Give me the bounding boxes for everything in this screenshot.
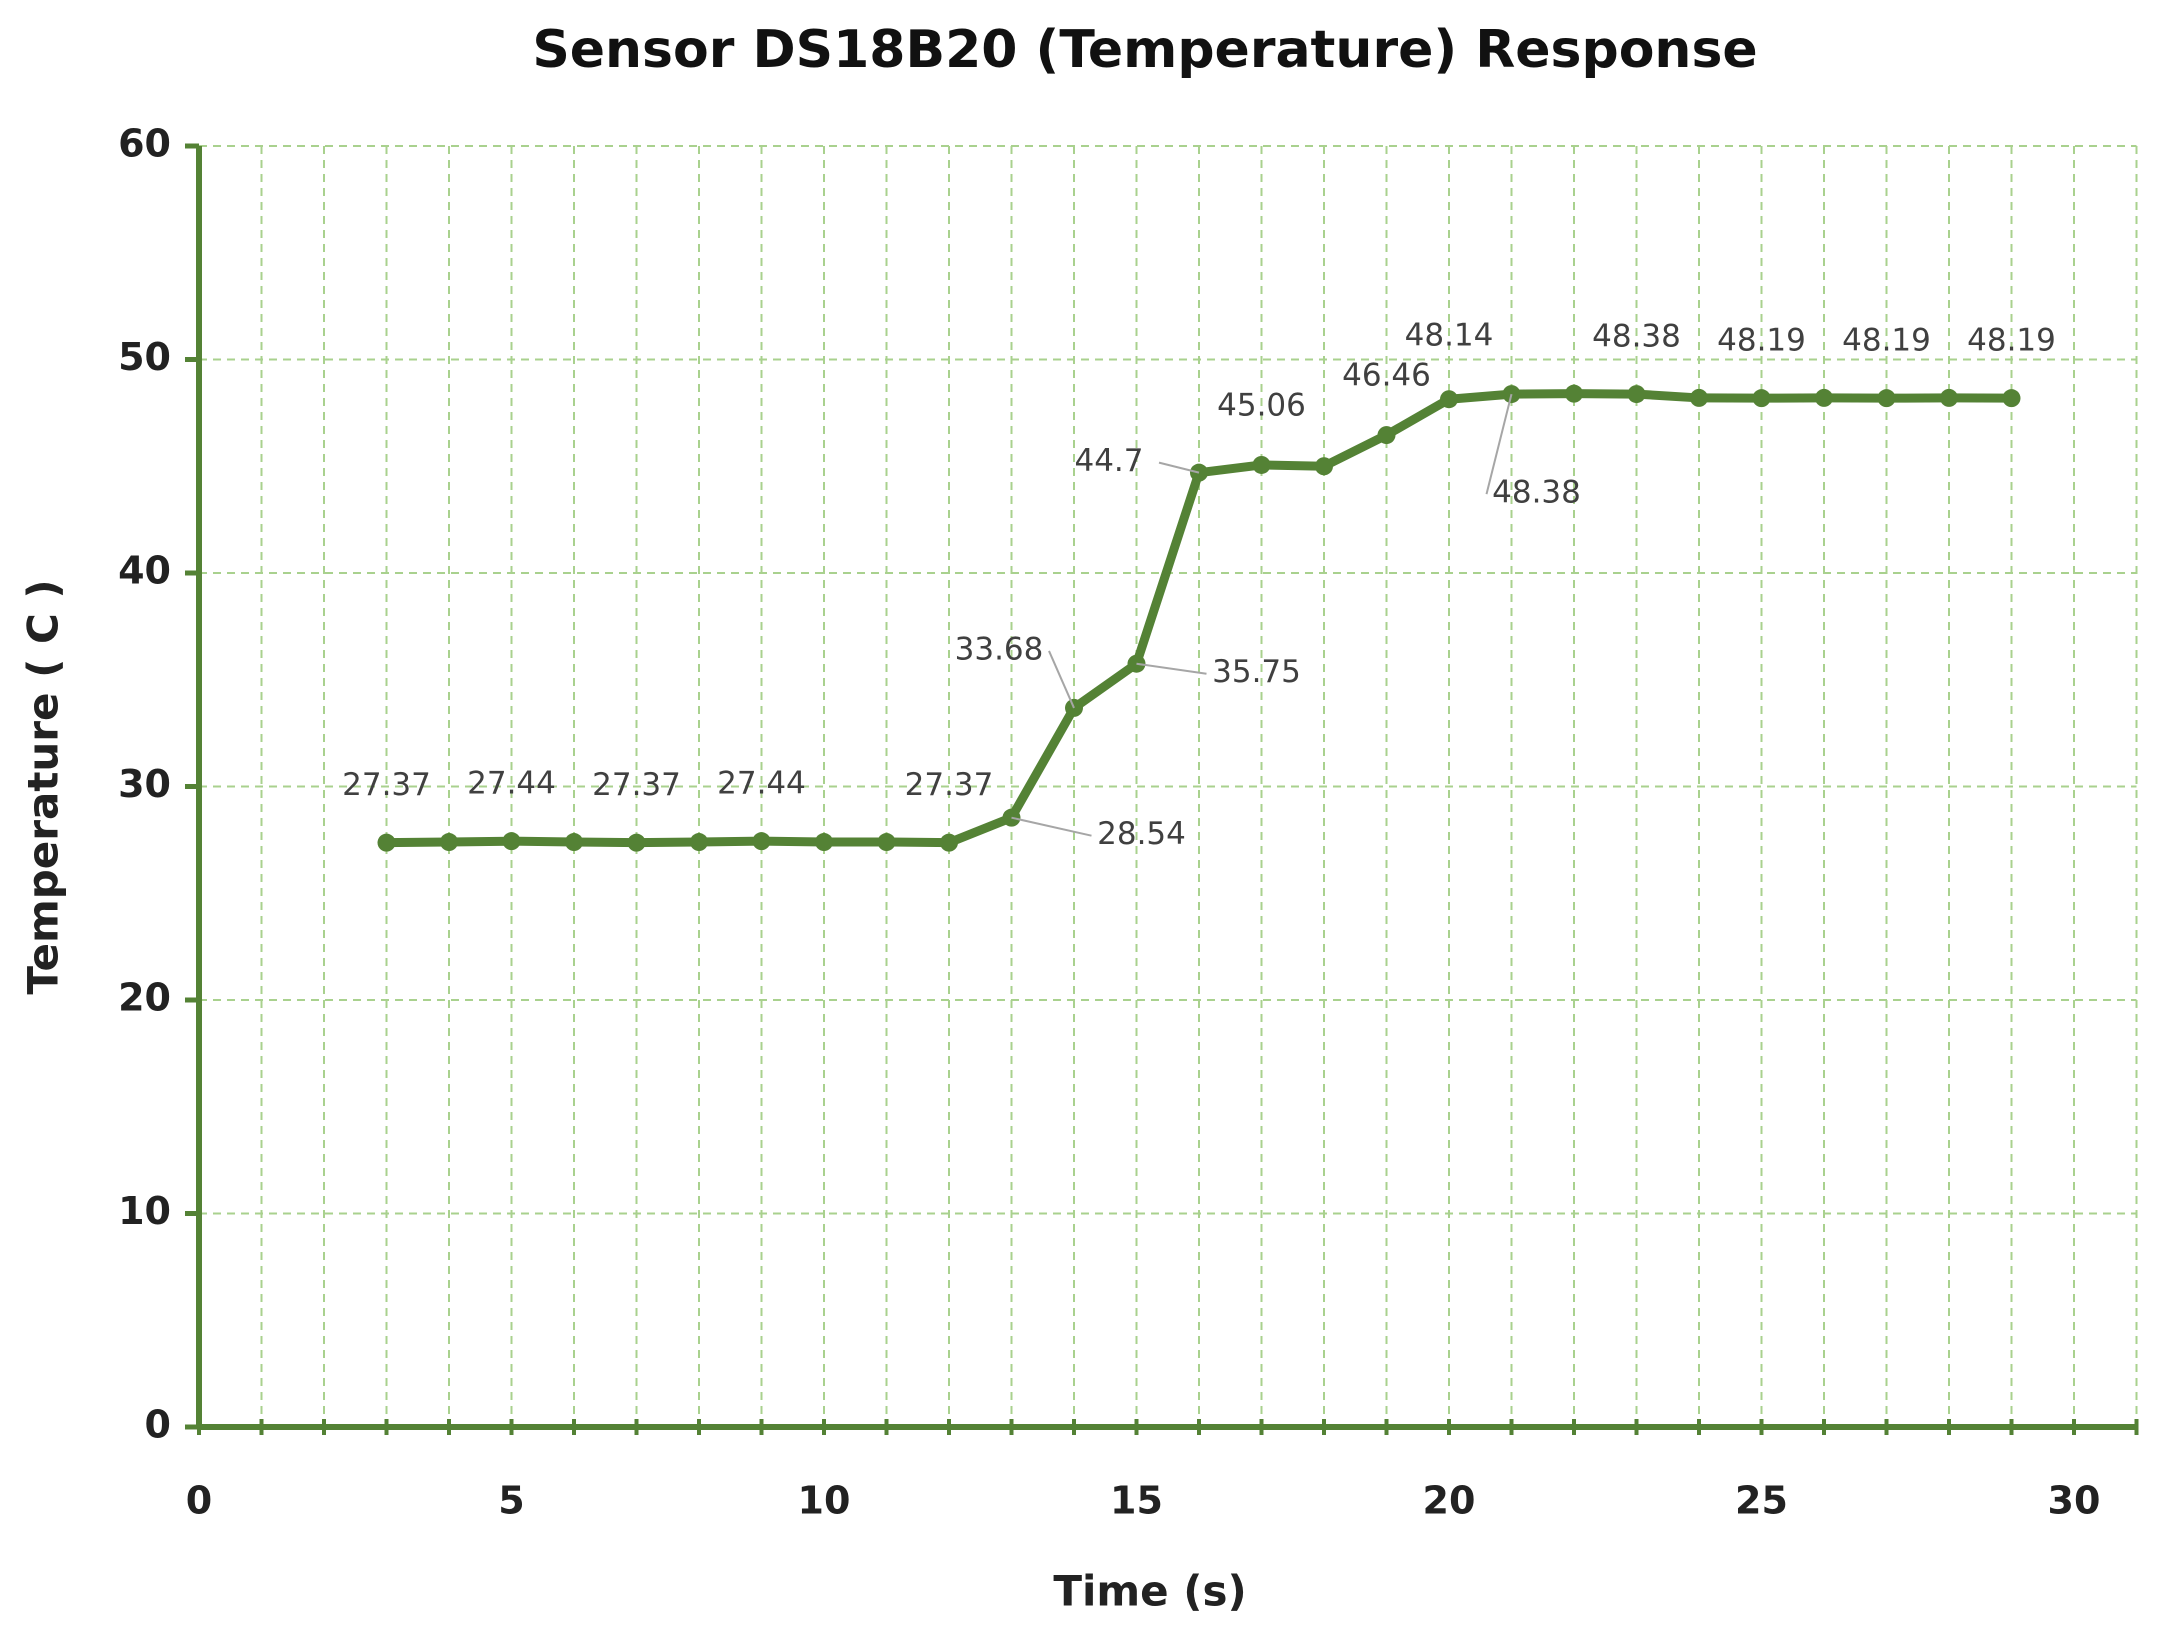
data-point <box>565 833 583 852</box>
y-tick-label: 0 <box>145 1403 171 1447</box>
data-point <box>1627 385 1646 404</box>
data-label: 44.7 <box>1074 443 1143 479</box>
data-point <box>1690 388 1708 407</box>
data-point <box>690 833 708 852</box>
x-tick-label: 20 <box>1423 1479 1476 1523</box>
data-point <box>1815 388 1833 407</box>
y-tick-label: 30 <box>118 762 171 806</box>
data-label: 48.19 <box>1842 323 1931 359</box>
data-label: 46.46 <box>1342 358 1431 394</box>
data-label: 48.38 <box>1592 319 1681 355</box>
data-point <box>1752 389 1771 408</box>
data-label: 27.44 <box>717 766 806 802</box>
data-point <box>815 833 833 852</box>
data-point <box>1440 390 1458 409</box>
label-leader <box>1158 461 1200 474</box>
data-label: 45.06 <box>1217 387 1306 423</box>
x-tick-label: 0 <box>186 1479 212 1523</box>
data-point <box>627 833 646 852</box>
y-tick-label: 50 <box>118 335 171 379</box>
data-point <box>1315 457 1333 476</box>
data-label: 28.54 <box>1097 816 1186 852</box>
data-point <box>752 832 771 851</box>
data-point <box>1565 384 1583 403</box>
x-tick-label: 25 <box>1735 1479 1788 1523</box>
label-leader <box>1485 393 1513 495</box>
x-tick-label: 15 <box>1110 1479 1163 1523</box>
data-label: 27.37 <box>905 767 994 803</box>
data-point <box>2002 389 2021 408</box>
data-point <box>1940 388 1958 407</box>
y-axis-label: Temperature ( C ) <box>19 579 68 994</box>
y-tick-label: 60 <box>118 122 171 166</box>
chart-title: Sensor DS18B20 (Temperature) Response <box>532 20 1757 80</box>
y-tick-label: 10 <box>118 1189 171 1233</box>
data-point <box>377 833 396 852</box>
data-point <box>1252 455 1271 474</box>
label-leader <box>1011 816 1092 837</box>
data-point <box>1377 426 1396 445</box>
x-axis-label: Time (s) <box>1053 1567 1246 1616</box>
x-tick-label: 5 <box>498 1479 524 1523</box>
data-label: 27.37 <box>342 767 431 803</box>
data-label: 48.14 <box>1405 318 1494 354</box>
x-tick-label: 10 <box>798 1479 851 1523</box>
data-point <box>940 833 958 852</box>
data-point <box>440 833 458 852</box>
data-label: 27.37 <box>592 767 681 803</box>
data-point <box>1877 389 1896 408</box>
data-point <box>877 833 896 852</box>
y-tick-label: 20 <box>118 976 171 1020</box>
data-label: 48.19 <box>1967 323 2056 359</box>
data-label: 48.19 <box>1717 323 1806 359</box>
data-label: 27.44 <box>467 766 556 802</box>
label-leader <box>1136 662 1207 675</box>
data-label: 48.38 <box>1492 475 1581 511</box>
y-tick-label: 40 <box>118 549 171 593</box>
data-point <box>502 832 521 851</box>
x-tick-label: 30 <box>2048 1479 2101 1523</box>
data-label: 33.68 <box>955 631 1044 667</box>
label-leader <box>1048 650 1075 709</box>
data-label: 35.75 <box>1212 654 1301 690</box>
